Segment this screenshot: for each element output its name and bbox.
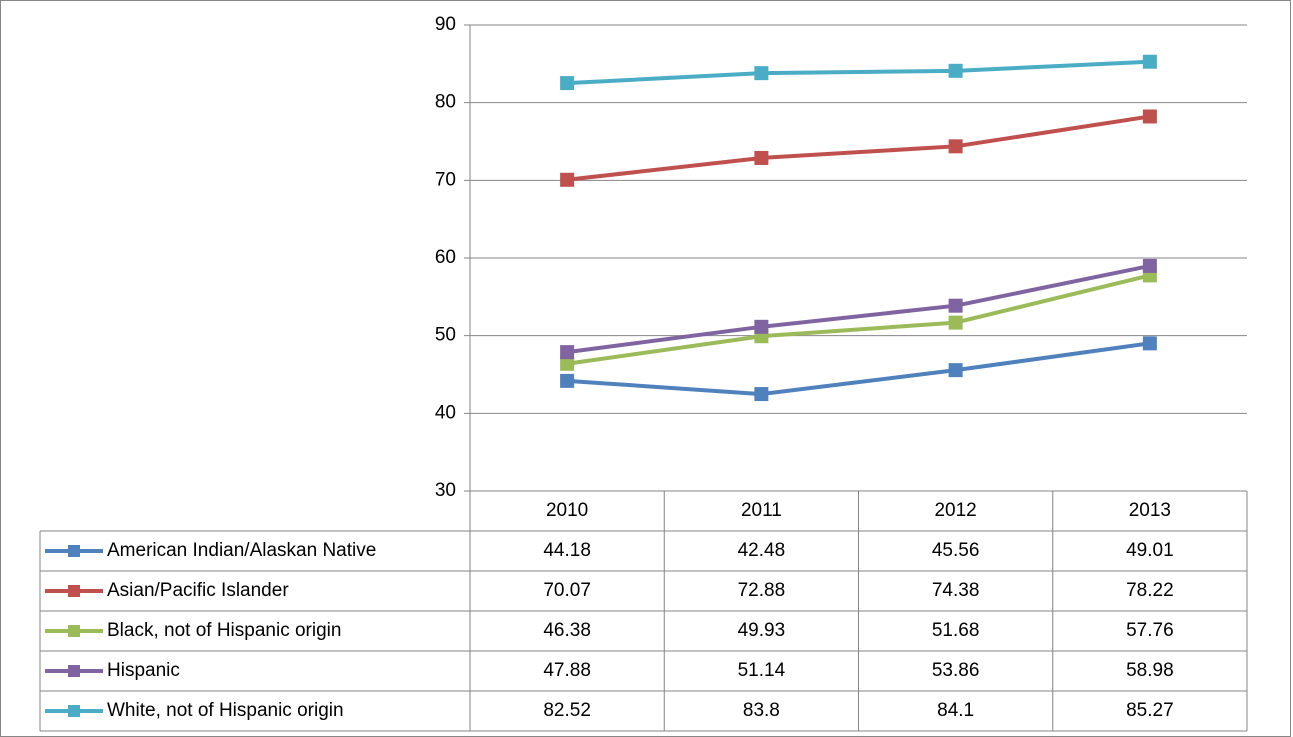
table-value: 49.93 bbox=[738, 620, 786, 641]
series-line bbox=[566, 341, 1151, 397]
table-value: 45.56 bbox=[932, 540, 980, 561]
x-tick-label: 2011 bbox=[741, 500, 782, 521]
data-point bbox=[1142, 258, 1157, 273]
y-tick-label: 90 bbox=[435, 14, 456, 35]
legend-label: Hispanic bbox=[107, 660, 180, 681]
table-value: 70.07 bbox=[543, 580, 591, 601]
x-tick-label: 2010 bbox=[546, 500, 588, 521]
legend-key-marker bbox=[68, 625, 80, 637]
data-point bbox=[754, 150, 769, 165]
data-point bbox=[754, 387, 769, 402]
data-point bbox=[1142, 54, 1157, 69]
table-value: 57.76 bbox=[1126, 620, 1174, 641]
data-point bbox=[1142, 109, 1157, 124]
table-value: 46.38 bbox=[543, 620, 591, 641]
y-tick-label: 80 bbox=[435, 92, 456, 113]
x-tick-label: 2012 bbox=[934, 500, 976, 521]
x-tick-label: 2013 bbox=[1129, 500, 1171, 521]
data-point bbox=[948, 315, 963, 330]
legend-key-marker bbox=[68, 705, 80, 717]
legend-key-marker bbox=[68, 585, 80, 597]
table-value: 51.14 bbox=[738, 660, 786, 681]
table-value: 78.22 bbox=[1126, 580, 1174, 601]
table-value: 53.86 bbox=[932, 660, 980, 681]
series-line bbox=[566, 263, 1151, 355]
table-value: 82.52 bbox=[543, 700, 591, 721]
legend-label: Black, not of Hispanic origin bbox=[107, 620, 341, 641]
data-point bbox=[560, 356, 575, 371]
table-value: 72.88 bbox=[738, 580, 786, 601]
legend-key-marker bbox=[68, 665, 80, 677]
data-point bbox=[1142, 336, 1157, 351]
y-tick-label: 50 bbox=[435, 325, 456, 346]
series-line bbox=[566, 273, 1151, 366]
table-value: 51.68 bbox=[932, 620, 980, 641]
data-point bbox=[948, 363, 963, 378]
table-value: 47.88 bbox=[543, 660, 591, 681]
table-value: 74.38 bbox=[932, 580, 980, 601]
table-value: 83.8 bbox=[743, 700, 780, 721]
data-point bbox=[948, 139, 963, 154]
data-point bbox=[560, 172, 575, 187]
legend-label: Asian/Pacific Islander bbox=[107, 580, 289, 601]
table-value: 84.1 bbox=[937, 700, 974, 721]
y-tick-label: 30 bbox=[435, 480, 456, 501]
series-line bbox=[567, 59, 1150, 86]
data-point bbox=[560, 345, 575, 360]
table-value: 58.98 bbox=[1126, 660, 1174, 681]
legend-key-marker bbox=[68, 545, 80, 557]
legend-label: White, not of Hispanic origin bbox=[107, 700, 344, 721]
data-point bbox=[948, 298, 963, 313]
data-point bbox=[948, 63, 963, 78]
legend-label: American Indian/Alaskan Native bbox=[107, 540, 376, 561]
table-value: 85.27 bbox=[1126, 700, 1174, 721]
table-value: 42.48 bbox=[738, 540, 786, 561]
series-line bbox=[566, 114, 1151, 182]
data-point bbox=[754, 66, 769, 81]
y-tick-label: 60 bbox=[435, 247, 456, 268]
table-value: 44.18 bbox=[543, 540, 591, 561]
data-point bbox=[560, 373, 575, 388]
data-point bbox=[560, 76, 575, 91]
data-point bbox=[754, 319, 769, 334]
table-value: 49.01 bbox=[1126, 540, 1174, 561]
y-tick-label: 70 bbox=[435, 169, 456, 190]
y-tick-label: 40 bbox=[435, 402, 456, 423]
